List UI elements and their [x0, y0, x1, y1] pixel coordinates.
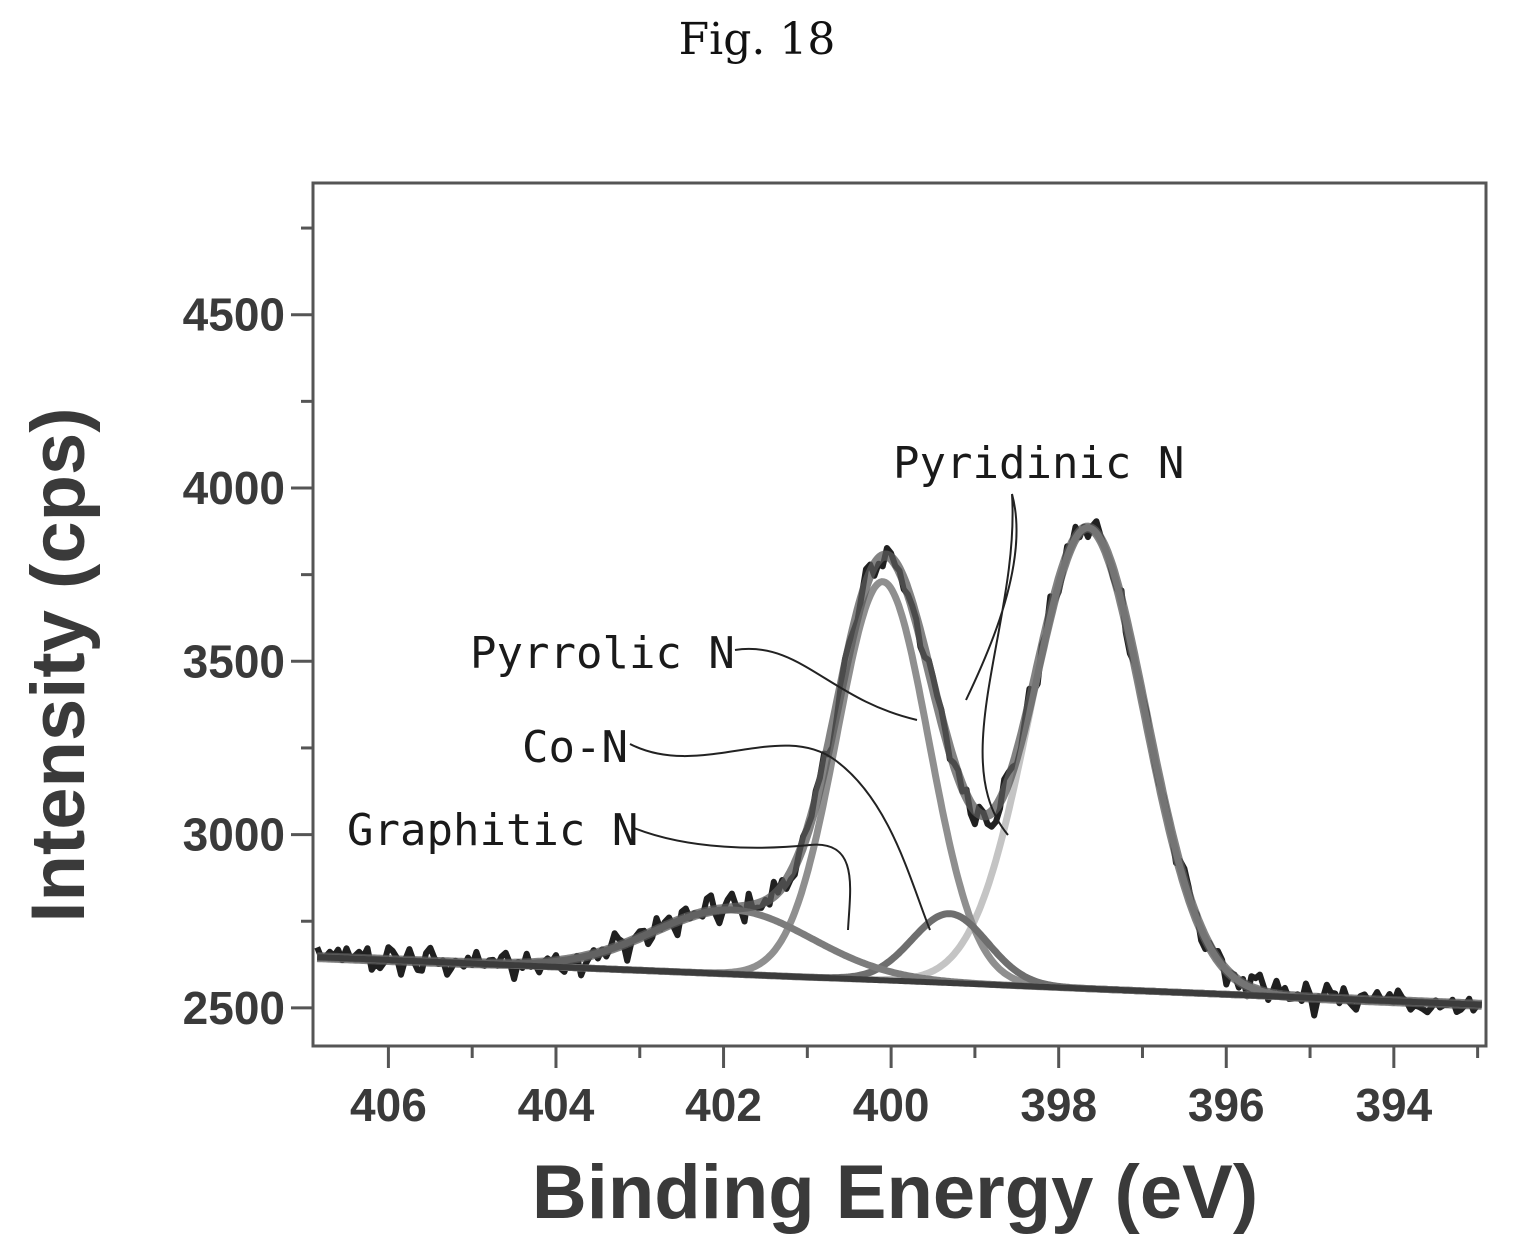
y-axis-title: Intensity (cps) [16, 407, 101, 922]
y-tick-label: 3500 [183, 635, 285, 687]
x-tick-label: 406 [350, 1079, 427, 1131]
axes: 406 404 402 400 398 396 394 2500 3000 3500 4000 450… [183, 181, 1488, 1131]
x-tick-label: 402 [685, 1079, 762, 1131]
x-tick-label: 404 [518, 1079, 595, 1131]
leader-line-pyridinic-n [965, 493, 1018, 836]
series-group [314, 518, 1483, 1019]
annotation-pyrrolic-n: Pyrrolic N [470, 628, 735, 679]
annotation-co-n: Co-N [522, 722, 628, 773]
annotations: Pyridinic N Pyrrolic N Co-N Graphitic N [347, 438, 1184, 931]
leader-line-pyrrolic-n [734, 647, 918, 721]
y-tick-label: 4500 [183, 289, 285, 341]
figure-label: Fig. 18 [678, 14, 836, 65]
x-tick-label: 398 [1020, 1079, 1097, 1131]
x-tick-label: 394 [1355, 1079, 1432, 1131]
x-axis-title: Binding Energy (eV) [532, 1150, 1258, 1235]
plot-area [314, 518, 1483, 1019]
x-tick-label: 396 [1188, 1079, 1265, 1131]
annotation-graphitic-n: Graphitic N [347, 805, 638, 856]
y-tick-label: 2500 [183, 982, 285, 1034]
background-line [317, 954, 1482, 1008]
y-tick-label: 4000 [183, 462, 285, 514]
leader-line-graphitic-n [633, 827, 852, 931]
x-tick-label: 400 [853, 1079, 930, 1131]
annotation-pyridinic-n: Pyridinic N [893, 438, 1184, 489]
plot-frame [311, 181, 1488, 1048]
y-tick-label: 3000 [183, 809, 285, 861]
leader-line-co-n [629, 743, 931, 931]
